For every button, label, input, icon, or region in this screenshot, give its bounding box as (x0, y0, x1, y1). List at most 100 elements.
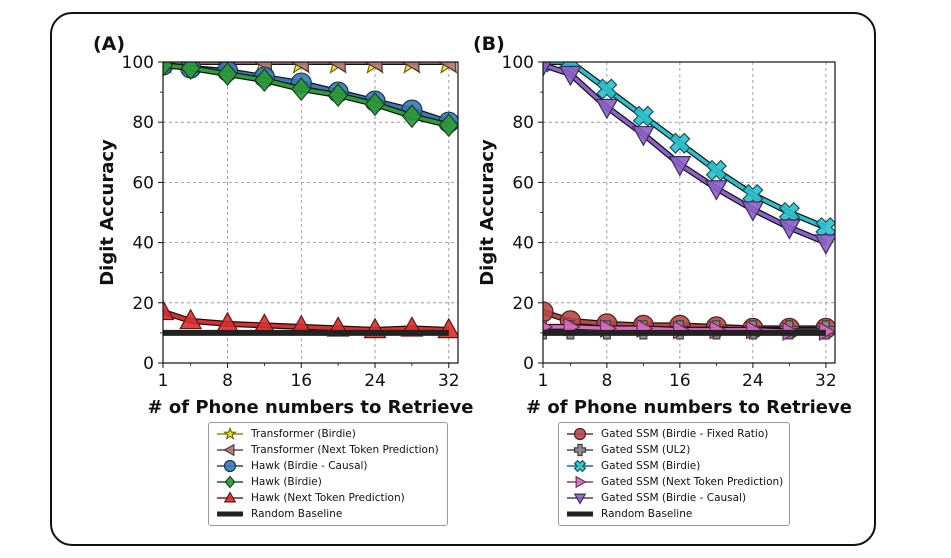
data-point (254, 68, 275, 92)
y-tick-label: 60 (132, 173, 154, 193)
legend-swatch (567, 459, 593, 473)
legend-swatch (217, 491, 243, 503)
legend-panel-b: Gated SSM (Birdie - Fixed Ratio) Gated SS… (558, 422, 790, 526)
data-point (326, 62, 346, 73)
y-tick-label: 100 (502, 53, 534, 73)
series-gated-ssm-birdie-causal (543, 62, 835, 255)
data-point (163, 62, 174, 77)
legend-label: Hawk (Birdie) (251, 476, 322, 488)
figure-border (50, 12, 876, 546)
legend-entry: Gated SSM (Birdie) (565, 458, 783, 474)
x-tick-label: 1 (538, 371, 549, 391)
panel-b: 0 20 40 60 80 100 1 8 16 24 32 # of Phone numbers t… (473, 33, 852, 418)
legend-entry: Transformer (Next Token Prediction) (215, 442, 441, 458)
data-point (814, 234, 835, 255)
legend-marker (573, 459, 587, 473)
legend-entry: Gated SSM (Birdie - Causal) (565, 490, 783, 506)
series-group (543, 62, 835, 341)
legend-marker (223, 427, 237, 440)
data-point (400, 62, 420, 73)
x-tick-label: 24 (364, 371, 386, 391)
axes-frame (542, 61, 836, 364)
legend-marker (223, 459, 237, 473)
y-axis-label: Digit Accuracy (97, 139, 118, 286)
x-tick-label: 8 (222, 371, 233, 391)
data-point (669, 132, 691, 154)
legend-entry: Hawk (Birdie) (215, 474, 441, 490)
y-tick-label: 40 (132, 234, 154, 254)
legend-entry: Random Baseline (565, 506, 783, 522)
legend-entry: Hawk (Next Token Prediction) (215, 490, 441, 506)
series-group (163, 62, 458, 339)
x-tick-label: 1 (158, 371, 169, 391)
legend-marker (223, 443, 235, 457)
data-point (777, 219, 801, 240)
data-point (632, 105, 654, 127)
panel-label: (A) (93, 33, 125, 55)
y-tick-label: 100 (122, 53, 154, 73)
y-tick-label: 80 (132, 113, 154, 133)
data-point (558, 65, 582, 87)
x-tick-label: 32 (815, 371, 837, 391)
legend-swatch (567, 493, 593, 505)
legend-label: Random Baseline (251, 508, 343, 520)
y-axis-label: Digit Accuracy (477, 139, 498, 286)
legend-entry: Random Baseline (215, 506, 441, 522)
legend-label: Random Baseline (601, 508, 693, 520)
data-point (595, 98, 619, 120)
data-point (438, 113, 458, 138)
legend-swatch (567, 475, 593, 489)
legend-entry: Hawk (Birdie - Causal) (215, 458, 441, 474)
legend-marker (573, 427, 587, 441)
y-tick-label: 20 (512, 294, 534, 314)
data-point (437, 62, 457, 73)
data-point (180, 62, 201, 80)
axes-frame (162, 61, 459, 364)
data-point (328, 83, 349, 108)
legend-label: Gated SSM (Birdie) (601, 460, 701, 472)
data-point (705, 159, 727, 181)
data-point (668, 156, 692, 177)
legend-entry: Gated SSM (Birdie - Fixed Ratio) (565, 426, 783, 442)
legend-swatch (217, 427, 243, 440)
legend-marker (573, 443, 587, 457)
x-tick-label: 16 (290, 371, 312, 391)
x-axis-label: # of Phone numbers to Retrieve (148, 397, 474, 418)
y-tick-label: 20 (132, 294, 154, 314)
data-point (217, 62, 238, 86)
legend-label: Transformer (Next Token Prediction) (251, 444, 439, 456)
data-point (741, 201, 765, 222)
x-tick-label: 24 (742, 371, 764, 391)
legend-marker (223, 491, 237, 503)
legend-swatch (567, 443, 593, 457)
x-axis-label: # of Phone numbers to Retrieve (526, 397, 852, 418)
legend-entry: Gated SSM (Next Token Prediction) (565, 474, 783, 490)
data-point (179, 308, 203, 330)
legend-label: Hawk (Next Token Prediction) (251, 492, 405, 504)
legend-entry: Transformer (Birdie) (215, 426, 441, 442)
data-point (543, 301, 554, 323)
legend-marker (573, 493, 587, 505)
y-tick-label: 0 (143, 354, 154, 374)
legend-marker (575, 475, 587, 489)
series-hawk-birdie (163, 62, 458, 138)
legend-label: Gated SSM (Birdie - Fixed Ratio) (601, 428, 769, 440)
y-tick-label: 60 (512, 173, 534, 193)
data-point (401, 104, 423, 129)
data-point (363, 62, 383, 73)
data-point (543, 62, 552, 78)
legend-swatch (567, 427, 593, 441)
legend-label: Transformer (Birdie) (251, 428, 356, 440)
legend-entry: Gated SSM (UL2) (565, 442, 783, 458)
x-tick-label: 32 (438, 371, 460, 391)
series-gated-ssm-birdie (543, 62, 835, 239)
y-tick-label: 80 (512, 113, 534, 133)
data-point (290, 62, 309, 73)
legend-panel-a: Transformer (Birdie) Transformer (Next To… (208, 422, 448, 526)
data-point (364, 92, 386, 117)
data-point (403, 62, 421, 74)
panel-label: (B) (473, 33, 505, 55)
legend-swatch (217, 475, 243, 489)
legend-swatch (217, 443, 243, 457)
